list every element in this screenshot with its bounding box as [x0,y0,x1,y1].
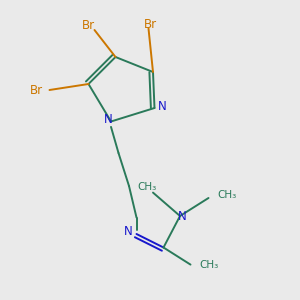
Text: N: N [158,100,166,113]
Text: CH₃: CH₃ [200,260,219,270]
Text: N: N [178,209,187,223]
Text: Br: Br [29,83,43,97]
Text: Br: Br [82,19,95,32]
Text: CH₃: CH₃ [218,190,237,200]
Text: N: N [124,225,133,238]
Text: CH₃: CH₃ [137,182,157,192]
Text: Br: Br [143,17,157,31]
Text: N: N [104,112,113,126]
